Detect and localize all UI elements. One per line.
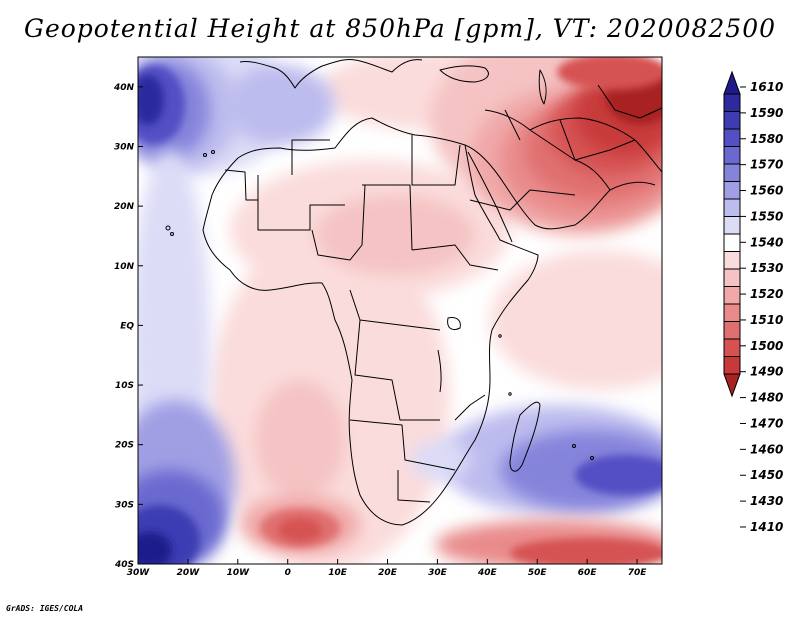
colorbar-label: 1430 — [750, 494, 783, 508]
x-tick-label: 0 — [285, 568, 291, 578]
x-tick-label: 30W — [127, 568, 151, 578]
field-region — [255, 380, 345, 500]
colorbar-swatch — [723, 146, 741, 165]
colorbar-label: 1470 — [750, 416, 783, 430]
colorbar-swatch — [723, 286, 741, 305]
x-tick-label: 10W — [227, 568, 251, 578]
colorbar-swatch — [723, 268, 741, 287]
colorbar-label: 1480 — [750, 391, 783, 405]
field-region — [575, 455, 662, 495]
colorbar-swatch — [723, 251, 741, 270]
geopotential-field — [138, 57, 662, 564]
x-tick-label: 30E — [428, 568, 448, 578]
colorbar-swatch — [723, 338, 741, 357]
colorbar-label: 1520 — [750, 287, 783, 301]
y-tick-label: 20N — [114, 202, 135, 212]
colorbar-label: 1570 — [750, 158, 783, 172]
x-tick-label: 50E — [528, 568, 548, 578]
field-region — [315, 195, 475, 275]
colorbar-label: 1510 — [750, 313, 783, 327]
x-tick-label: 10E — [328, 568, 348, 578]
y-tick-label: 20S — [115, 441, 134, 451]
field-region — [138, 532, 172, 564]
colorbar-top-arrow — [723, 70, 741, 95]
colorbar-label: 1580 — [750, 132, 783, 146]
y-tick-label: EQ — [120, 321, 134, 331]
x-tick-label: 40E — [477, 568, 498, 578]
colorbar-bottom-arrow — [723, 373, 741, 398]
colorbar-label: 1540 — [750, 235, 783, 249]
plot-frame — [137, 56, 663, 565]
colorbar-swatch — [723, 128, 741, 147]
field-region — [138, 75, 164, 125]
x-tick-label: 20W — [177, 568, 201, 578]
field-region — [225, 65, 335, 145]
colorbar-label: 1450 — [750, 468, 783, 482]
map-axes: 30W 20W 10W 0 10E 20E 30E 40E 50E 60E 70E 40N 30N 20N… — [113, 83, 647, 578]
colorbar-swatch — [723, 233, 741, 252]
field-region — [557, 57, 662, 90]
colorbar-swatch — [723, 111, 741, 130]
colorbar-label: 1610 — [750, 80, 783, 94]
colorbar-swatch — [723, 321, 741, 340]
colorbar-swatch — [723, 181, 741, 200]
colorbar-label: 1500 — [750, 339, 783, 353]
colorbar-swatch — [723, 93, 741, 112]
y-tick-label: 10N — [114, 262, 135, 272]
field-region — [490, 250, 662, 390]
grads-credit: GrADS: IGES/COLA — [6, 604, 84, 613]
x-tick-label: 20E — [378, 568, 398, 578]
colorbar-label: 1530 — [750, 261, 783, 275]
y-tick-label: 10S — [115, 381, 134, 391]
y-tick-label: 30N — [114, 142, 135, 152]
coastlines-and-borders — [165, 59, 663, 526]
colorbar-swatch — [723, 198, 741, 217]
colorbar-swatch — [723, 303, 741, 322]
y-tick-label: 40S — [114, 560, 134, 570]
colorbar-label: 1490 — [750, 365, 783, 379]
chart-title: Geopotential Height at 850hPa [gpm], VT:… — [23, 14, 777, 43]
colorbar-label: 1560 — [750, 184, 783, 198]
field-region — [278, 518, 322, 542]
colorbar-label: 1590 — [750, 106, 783, 120]
colorbar-swatch — [723, 356, 741, 375]
y-tick-label: 40N — [113, 83, 135, 93]
y-tick-label: 30S — [115, 500, 134, 510]
x-tick-label: 60E — [578, 568, 598, 578]
colorbar-swatch — [723, 216, 741, 235]
field-region — [510, 538, 662, 564]
colorbar-label: 1460 — [750, 442, 783, 456]
colorbar-swatch — [723, 163, 741, 182]
colorbar-label: 1410 — [750, 520, 783, 534]
x-tick-label: 70E — [628, 568, 648, 578]
colorbar-label: 1550 — [750, 209, 783, 223]
